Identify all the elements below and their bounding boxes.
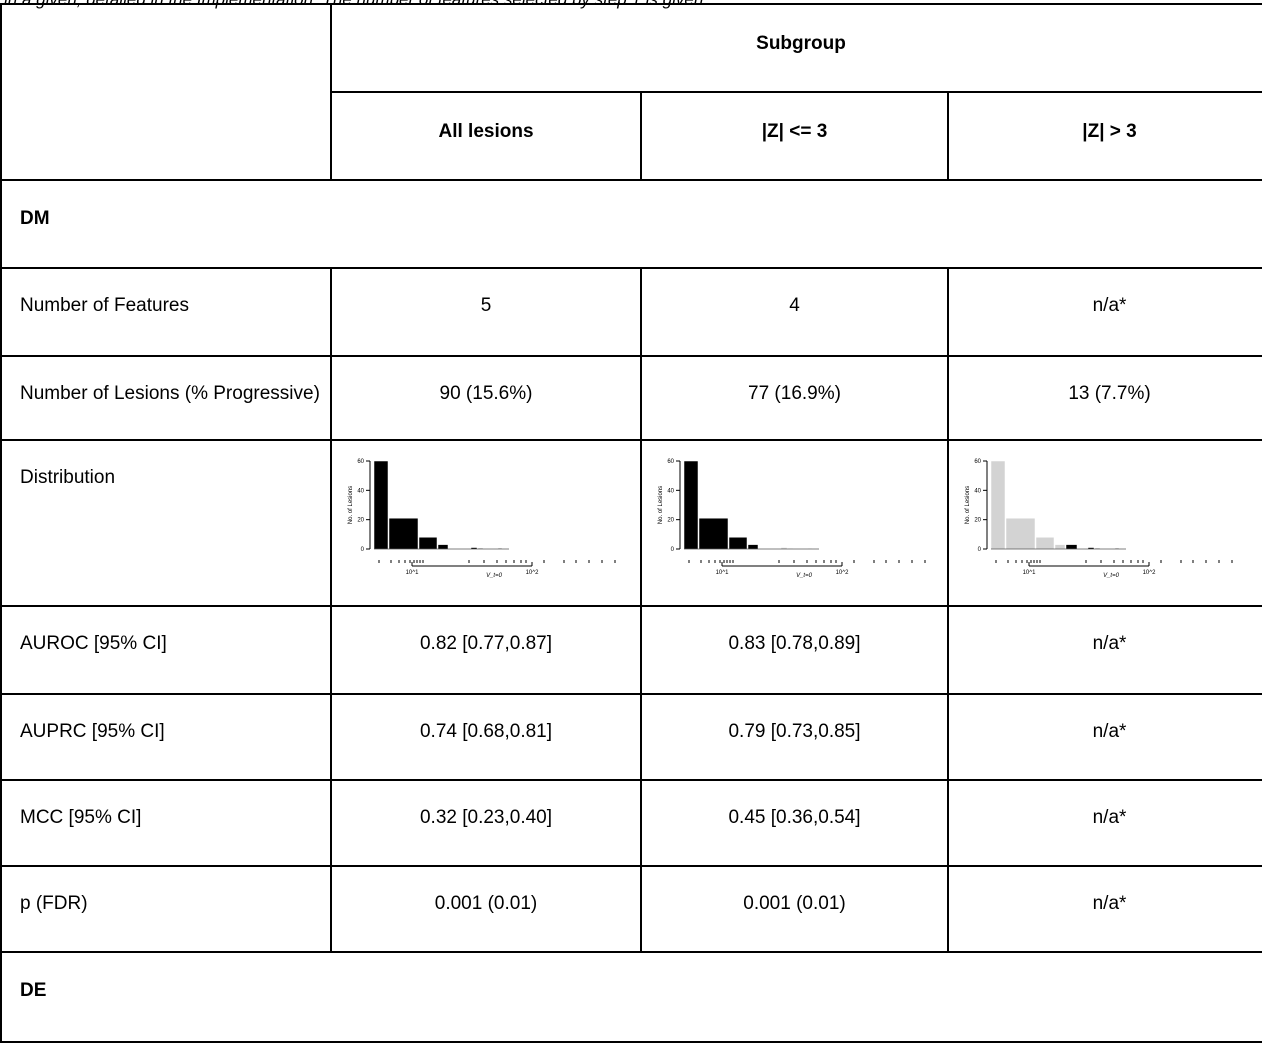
row-label: Number of Lesions (% Progressive) <box>0 355 332 441</box>
table-row: Number of Lesions (% Progressive) 90 (15… <box>0 355 1262 441</box>
distribution-cell: 0 20 40 60 No. of Lesions 10^1 10^2 V_t=0 <box>330 439 642 607</box>
table-cell: 0.001 (0.01) <box>330 865 642 953</box>
y-tick-label: 40 <box>357 488 364 494</box>
histogram-bar <box>1035 537 1055 550</box>
histogram-bar <box>1054 544 1066 550</box>
histogram-bar <box>437 544 449 550</box>
table-cell: 0.83 [0.78,0.89] <box>640 605 949 695</box>
row-label: p (FDR) <box>0 865 332 953</box>
table-row: AUPRC [95% CI] 0.74 [0.68,0.81] 0.79 [0.… <box>0 693 1262 781</box>
histogram-bar <box>747 544 759 550</box>
y-tick-label: 20 <box>974 518 981 524</box>
table-row: Distribution 0 20 40 60 No. of Lesions 10^1 10… <box>0 439 1262 607</box>
table-cell: 0.45 [0.36,0.54] <box>640 779 949 867</box>
table-cell: 0.79 [0.73,0.85] <box>640 693 949 781</box>
x-axis-label: V_t=0 <box>486 573 503 579</box>
y-tick-label: 0 <box>361 547 365 553</box>
section-de-heading: DE <box>0 951 1262 1043</box>
row-label: Number of Features <box>0 267 332 357</box>
histogram-z-gt-3: 0 20 40 60 No. of Lesions 10^1 10^2 V_t=0 <box>965 459 1233 579</box>
histogram-bar <box>990 460 1006 550</box>
distribution-cell: 0 20 40 60 No. of Lesions 10^1 10^2 V_t=0 <box>640 439 949 607</box>
distribution-cell: 0 20 40 60 No. of Lesions 10^1 10^2 V_t=0 <box>946 439 1262 607</box>
y-axis-label: No. of Lesions <box>658 486 664 524</box>
x-tick-label: 10^2 <box>1143 570 1156 576</box>
x-tick-label: 10^1 <box>716 570 729 576</box>
y-tick-label: 0 <box>671 547 675 553</box>
y-axis-label: No. of Lesions <box>348 486 354 524</box>
y-tick-label: 40 <box>974 488 981 494</box>
histogram-bar <box>683 460 699 550</box>
table-cell: 5 <box>330 267 642 357</box>
y-tick-label: 60 <box>667 459 674 465</box>
row-label: MCC [95% CI] <box>0 779 332 867</box>
y-tick-label: 20 <box>357 518 364 524</box>
header-corner-cell <box>0 3 332 181</box>
y-tick-label: 60 <box>357 459 364 465</box>
x-tick-label: 10^2 <box>836 570 849 576</box>
table-cell: 4 <box>640 267 949 357</box>
table-cell: n/a* <box>946 693 1262 781</box>
row-label: Distribution <box>0 439 332 607</box>
table-cell: 77 (16.9%) <box>640 355 949 441</box>
y-tick-label: 20 <box>667 518 674 524</box>
row-label: AUPRC [95% CI] <box>0 693 332 781</box>
y-tick-label: 40 <box>667 488 674 494</box>
section-dm-heading: DM <box>0 179 1262 269</box>
subgroup-header: Subgroup <box>329 3 1262 93</box>
histogram-all-lesions: 0 20 40 60 No. of Lesions 10^1 10^2 V_t=0 <box>348 459 616 579</box>
y-tick-label: 60 <box>974 459 981 465</box>
x-tick-label: 10^2 <box>526 570 539 576</box>
table-cell: n/a* <box>946 267 1262 357</box>
col-header-z-le-3: |Z| <= 3 <box>640 91 949 181</box>
histogram-bar <box>728 537 748 550</box>
histogram-bar <box>373 460 389 550</box>
results-table: Subgroup All lesions |Z| <= 3 |Z| > 3 DM… <box>0 3 1262 1043</box>
table-cell: 13 (7.7%) <box>946 355 1262 441</box>
row-label: AUROC [95% CI] <box>0 605 332 695</box>
x-tick-label: 10^1 <box>1023 570 1036 576</box>
y-tick-label: 0 <box>978 547 982 553</box>
x-axis-label: V_t=0 <box>1103 573 1120 579</box>
table-cell: 0.32 [0.23,0.40] <box>330 779 642 867</box>
table-cell: 90 (15.6%) <box>330 355 642 441</box>
histogram-bar <box>418 537 438 550</box>
x-axis-label: V_t=0 <box>796 573 813 579</box>
histogram-bar <box>1065 544 1078 550</box>
table-row: Number of Features 5 4 n/a* <box>0 267 1262 357</box>
histogram-bar <box>388 517 419 550</box>
table-cell: 0.74 [0.68,0.81] <box>330 693 642 781</box>
table-row: p (FDR) 0.001 (0.01) 0.001 (0.01) n/a* <box>0 865 1262 953</box>
histogram-bar <box>1005 517 1036 550</box>
col-header-all-lesions: All lesions <box>330 91 642 181</box>
table-cell: n/a* <box>946 779 1262 867</box>
table-row: MCC [95% CI] 0.32 [0.23,0.40] 0.45 [0.36… <box>0 779 1262 867</box>
col-header-z-gt-3: |Z| > 3 <box>946 91 1262 181</box>
histogram-z-le-3: 0 20 40 60 No. of Lesions 10^1 10^2 V_t=0 <box>658 459 926 579</box>
table-cell: 0.001 (0.01) <box>640 865 949 953</box>
histogram-bar <box>698 517 729 550</box>
x-tick-label: 10^1 <box>406 570 419 576</box>
table-row: AUROC [95% CI] 0.82 [0.77,0.87] 0.83 [0.… <box>0 605 1262 695</box>
table-cell: 0.82 [0.77,0.87] <box>330 605 642 695</box>
y-axis-label: No. of Lesions <box>965 486 971 524</box>
table-cell: n/a* <box>946 865 1262 953</box>
table-cell: n/a* <box>946 605 1262 695</box>
